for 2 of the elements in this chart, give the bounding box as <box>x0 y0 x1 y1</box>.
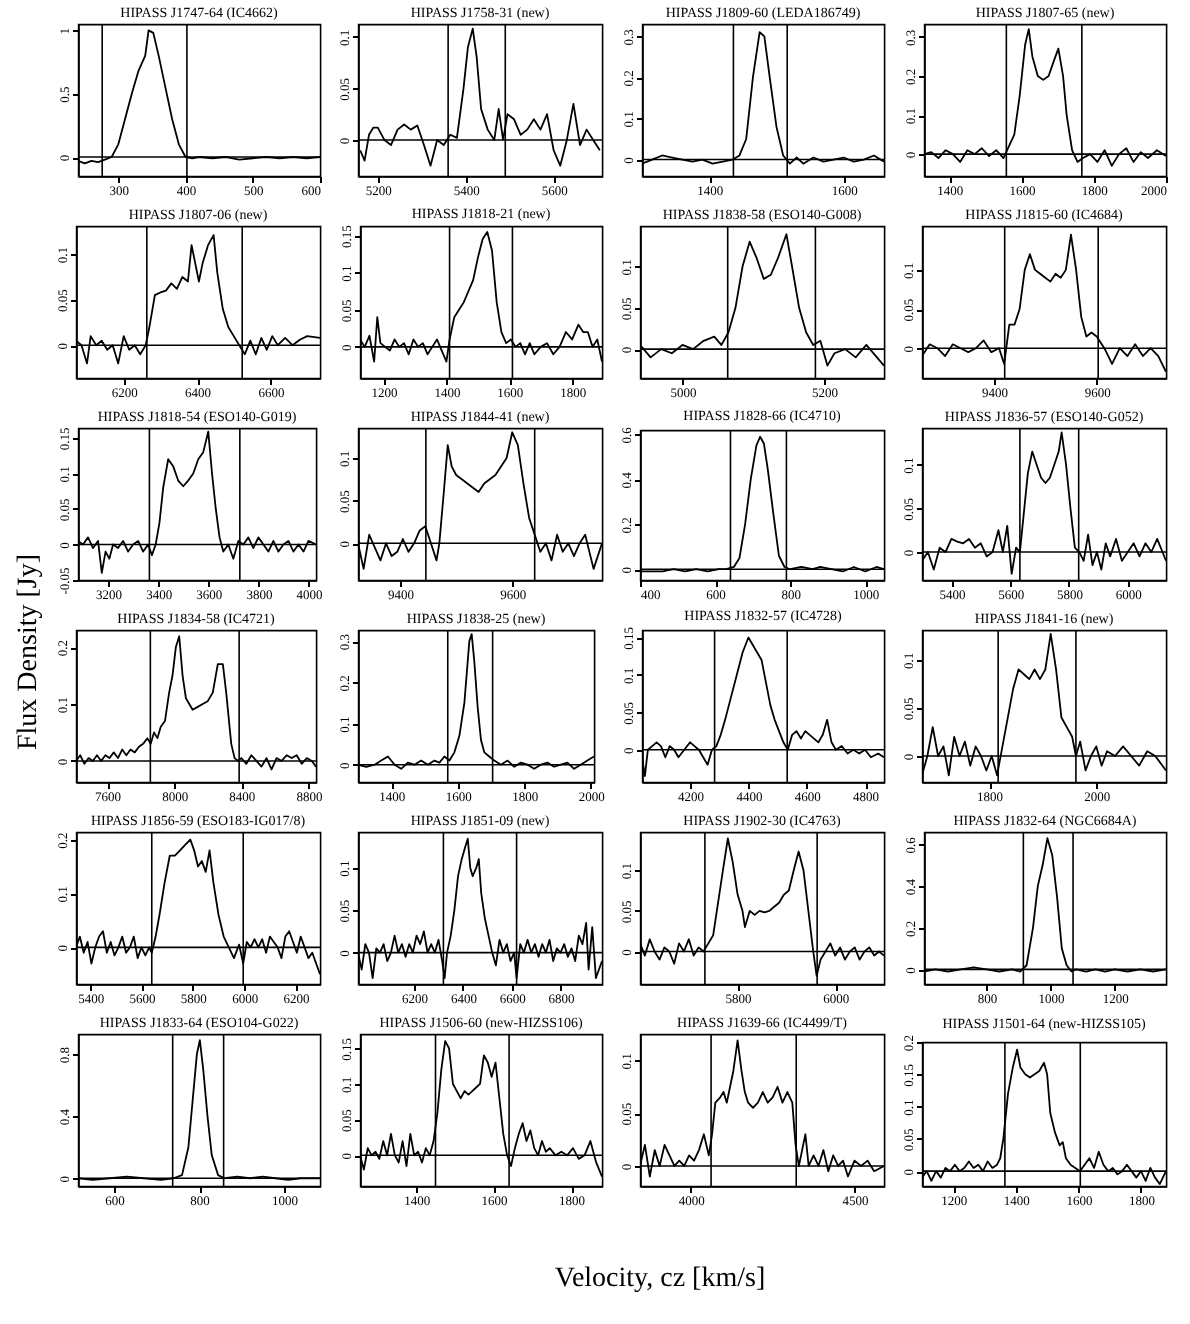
x-axis-title: Velocity, cz [km/s] <box>554 1264 766 1296</box>
y-axis-title: Flux Density [Jy] <box>14 552 46 754</box>
